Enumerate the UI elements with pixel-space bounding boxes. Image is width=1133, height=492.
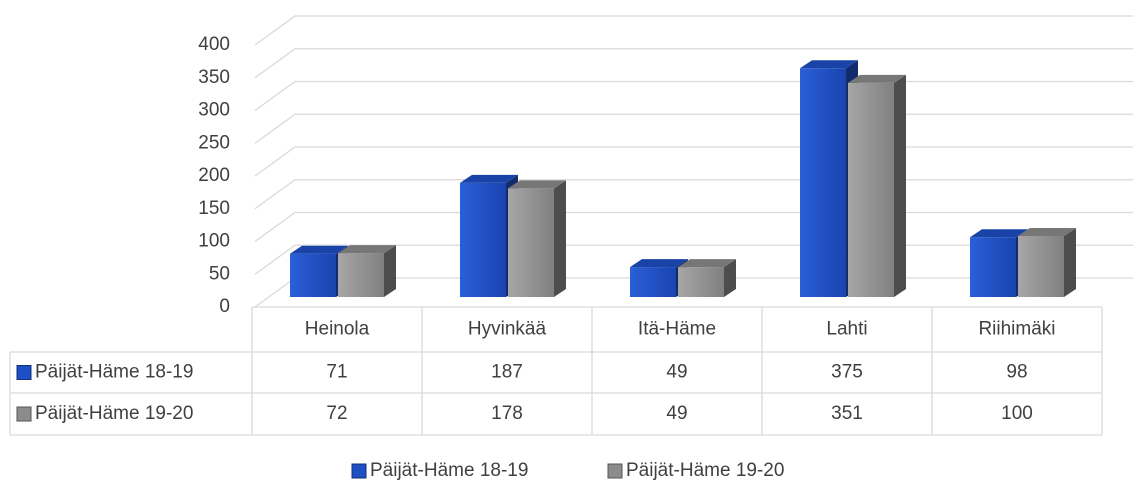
bar	[338, 245, 396, 297]
bar-front	[508, 188, 554, 297]
table-value: 375	[831, 362, 863, 383]
bar	[678, 259, 736, 297]
legend-label: Päijät-Häme 18-19	[370, 460, 528, 481]
category-label: Riihimäki	[978, 319, 1055, 340]
bar	[508, 180, 566, 297]
bar	[848, 74, 906, 297]
bar-top	[1018, 228, 1076, 236]
bar-top	[800, 60, 858, 69]
grid-line	[254, 146, 1133, 177]
bar-front	[1018, 236, 1064, 297]
grid-line	[254, 113, 1133, 144]
y-tick-label: 250	[198, 132, 230, 153]
bar-front	[630, 267, 676, 297]
bar-side	[724, 259, 736, 297]
bar-side	[554, 180, 566, 297]
grid-line	[254, 15, 1133, 46]
category-label: Itä-Häme	[638, 319, 716, 340]
legend-label: Päijät-Häme 19-20	[626, 460, 784, 481]
grid-line	[254, 80, 1133, 112]
bar-front	[800, 68, 846, 297]
bar-front	[678, 267, 724, 297]
y-tick-label: 0	[219, 296, 230, 317]
table-series-name: Päijät-Häme 18-19	[35, 362, 193, 383]
y-tick-label: 50	[209, 263, 230, 284]
table-value: 100	[1001, 403, 1033, 424]
grid-line	[254, 179, 1133, 210]
table-value: 71	[326, 362, 347, 383]
bar-front	[290, 253, 336, 297]
y-tick-label: 150	[198, 198, 230, 219]
table-value: 72	[326, 403, 347, 424]
table-value: 49	[666, 362, 687, 383]
bar-side	[1064, 228, 1076, 297]
table-value: 178	[491, 403, 523, 424]
table-value: 351	[831, 403, 863, 424]
category-label: Hyvinkää	[468, 319, 547, 340]
grid-line	[254, 48, 1133, 79]
bar-top	[460, 174, 518, 183]
table-legend-key	[16, 365, 32, 380]
table-value: 98	[1006, 362, 1027, 383]
bar-front	[970, 237, 1016, 297]
bar-side	[894, 74, 906, 297]
bar-top	[508, 180, 566, 189]
table-series-name: Päijät-Häme 19-20	[35, 403, 193, 424]
bar-top	[848, 74, 906, 83]
bar-front	[460, 182, 506, 297]
y-tick-label: 400	[198, 34, 230, 55]
y-tick-label: 350	[198, 67, 230, 88]
bar	[1018, 228, 1076, 297]
bar-side	[384, 245, 396, 297]
y-tick-label: 300	[198, 100, 230, 121]
legend-key	[607, 463, 623, 479]
table-value: 49	[666, 403, 687, 424]
bar-top	[678, 259, 736, 268]
y-tick-label: 200	[198, 165, 230, 186]
legend-key	[351, 463, 367, 479]
category-label: Lahti	[826, 319, 867, 340]
bar-top	[338, 245, 396, 254]
y-tick-label: 100	[198, 231, 230, 252]
category-label: Heinola	[305, 319, 370, 340]
table-legend-key	[16, 406, 32, 422]
bar-top	[290, 245, 348, 254]
bar-front	[338, 253, 384, 297]
bar-top	[630, 259, 688, 268]
bar-front	[848, 82, 894, 297]
bar-top	[970, 229, 1028, 238]
table-value: 187	[491, 362, 523, 383]
